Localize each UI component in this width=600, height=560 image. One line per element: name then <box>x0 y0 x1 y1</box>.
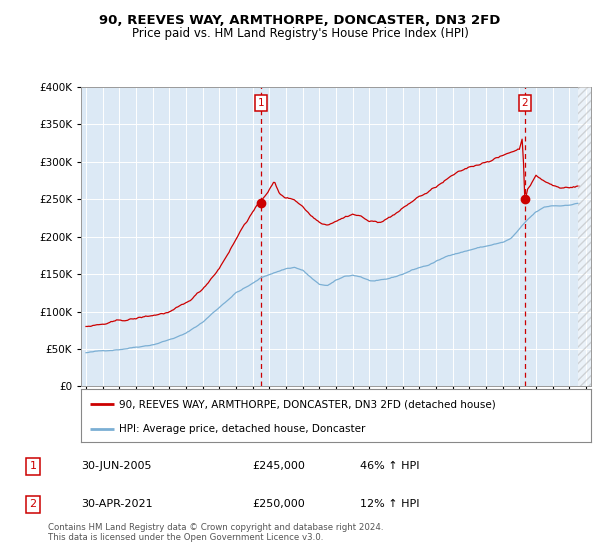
Text: £250,000: £250,000 <box>252 499 305 509</box>
Text: 90, REEVES WAY, ARMTHORPE, DONCASTER, DN3 2FD: 90, REEVES WAY, ARMTHORPE, DONCASTER, DN… <box>100 14 500 27</box>
Bar <box>578 87 600 386</box>
Text: 90, REEVES WAY, ARMTHORPE, DONCASTER, DN3 2FD (detached house): 90, REEVES WAY, ARMTHORPE, DONCASTER, DN… <box>119 399 496 409</box>
Text: 30-APR-2021: 30-APR-2021 <box>81 499 152 509</box>
Text: Contains HM Land Registry data © Crown copyright and database right 2024.
This d: Contains HM Land Registry data © Crown c… <box>48 522 383 542</box>
Text: £245,000: £245,000 <box>252 461 305 472</box>
Text: HPI: Average price, detached house, Doncaster: HPI: Average price, detached house, Donc… <box>119 424 365 434</box>
Text: 2: 2 <box>29 499 37 509</box>
Text: 30-JUN-2005: 30-JUN-2005 <box>81 461 151 472</box>
Text: 12% ↑ HPI: 12% ↑ HPI <box>360 499 419 509</box>
Text: 46% ↑ HPI: 46% ↑ HPI <box>360 461 419 472</box>
Text: 1: 1 <box>29 461 37 472</box>
Text: Price paid vs. HM Land Registry's House Price Index (HPI): Price paid vs. HM Land Registry's House … <box>131 27 469 40</box>
Text: 1: 1 <box>257 98 265 108</box>
Text: 2: 2 <box>521 98 528 108</box>
